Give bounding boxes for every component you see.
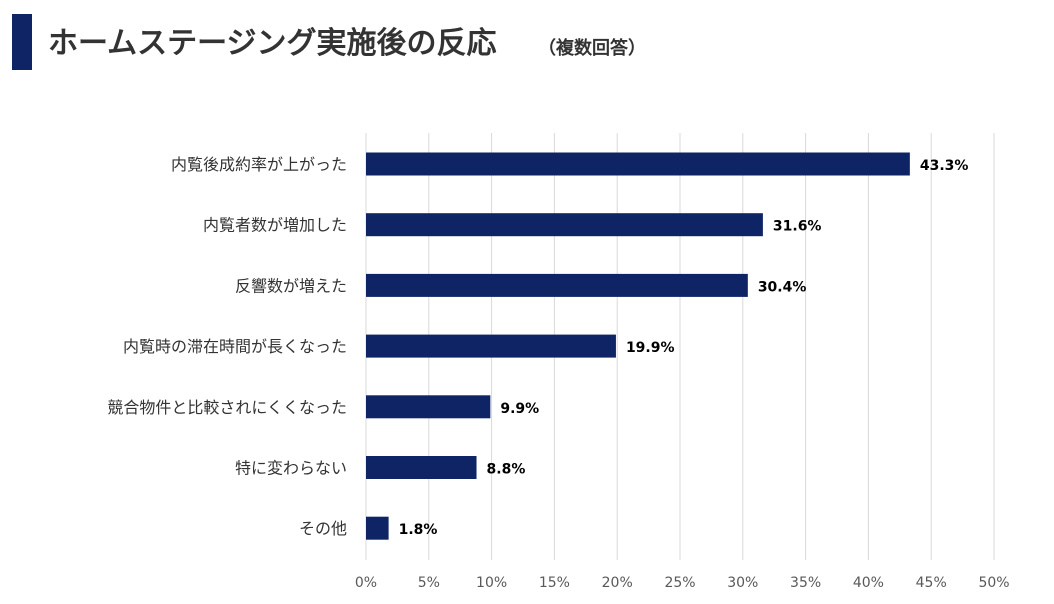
value-label: 30.4% xyxy=(758,279,807,295)
chart-subtitle: （複数回答） xyxy=(538,38,646,59)
x-tick-label: 30% xyxy=(727,575,758,591)
value-label: 43.3% xyxy=(920,158,969,174)
x-tick-label: 35% xyxy=(790,575,821,591)
category-label: その他 xyxy=(299,519,347,538)
bar xyxy=(366,152,910,176)
value-label: 9.9% xyxy=(500,401,539,417)
x-tick-label: 15% xyxy=(539,575,570,591)
x-tick-label: 5% xyxy=(418,575,440,591)
x-tick-label: 25% xyxy=(664,575,695,591)
value-label: 1.8% xyxy=(399,522,438,538)
chart-title: ホームステージング実施後の反応 xyxy=(48,26,497,61)
category-label: 特に変わらない xyxy=(235,459,347,478)
x-tick-label: 45% xyxy=(916,575,947,591)
bar xyxy=(366,395,491,419)
title-accent-bar xyxy=(12,14,32,70)
x-tick-label: 0% xyxy=(355,575,377,591)
x-tick-label: 10% xyxy=(476,575,507,591)
bar xyxy=(366,273,748,297)
bar xyxy=(366,213,763,237)
x-tick-label: 50% xyxy=(978,575,1009,591)
value-label: 19.9% xyxy=(626,340,675,356)
x-tick-label: 20% xyxy=(602,575,633,591)
value-label: 31.6% xyxy=(773,219,822,235)
category-label: 内覧後成約率が上がった xyxy=(171,155,347,174)
category-label: 競合物件と比較されにくくなった xyxy=(107,398,347,417)
bar xyxy=(366,516,389,540)
x-tick-label: 40% xyxy=(853,575,884,591)
bar xyxy=(366,456,477,479)
category-label: 反響数が増えた xyxy=(235,276,347,295)
category-label: 内覧者数が増加した xyxy=(203,216,347,235)
bar xyxy=(366,334,616,358)
value-label: 8.8% xyxy=(487,462,526,478)
category-label: 内覧時の滞在時間が長くなった xyxy=(123,337,347,356)
